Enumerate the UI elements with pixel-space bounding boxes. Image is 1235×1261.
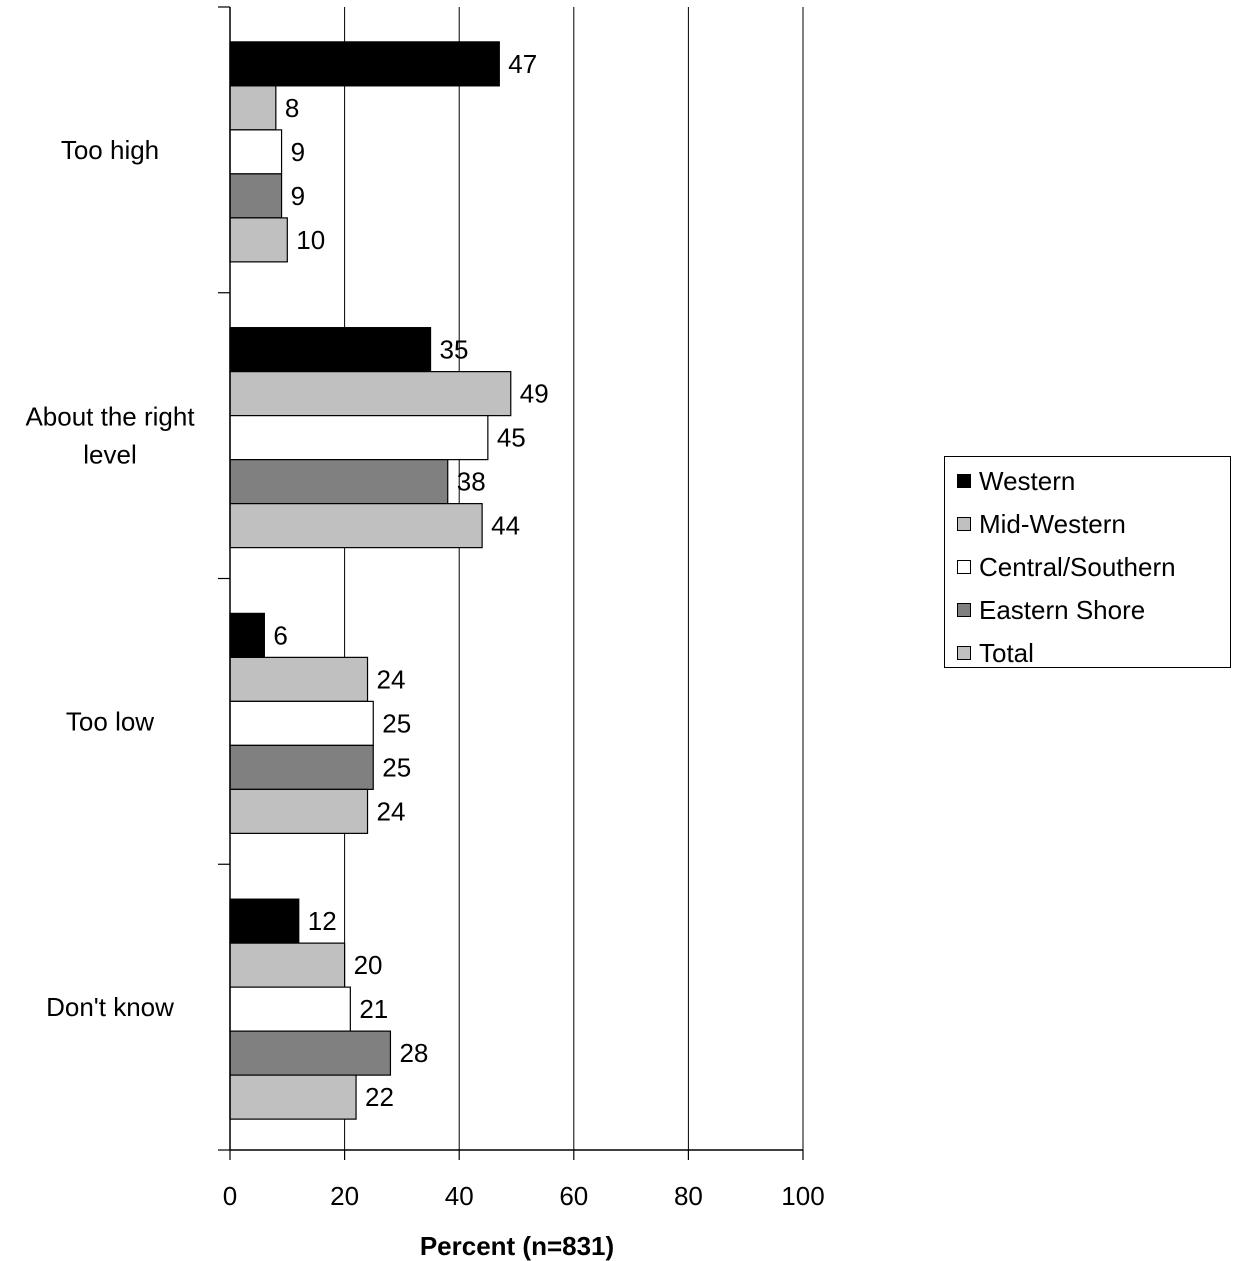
x-tick-label: 60 (559, 1181, 588, 1211)
category-label: Too high (61, 135, 159, 165)
x-tick-label: 20 (330, 1181, 359, 1211)
bar-eastern-shore (229, 459, 449, 505)
legend-swatch (957, 646, 971, 660)
legend-swatch (957, 603, 971, 617)
data-label: 24 (377, 796, 406, 826)
legend-label: Eastern Shore (979, 594, 1146, 625)
x-tick-label: 80 (674, 1181, 703, 1211)
bar-central-southern (229, 415, 489, 461)
data-label: 38 (457, 467, 486, 497)
legend-item: Mid-Western (957, 509, 1126, 539)
bars (229, 41, 512, 1120)
data-label: 21 (359, 994, 388, 1024)
data-label: 8 (285, 93, 299, 123)
axes (218, 6, 804, 1160)
bar-eastern-shore (229, 1030, 392, 1076)
bar-mid-western (229, 371, 512, 417)
bar-total (229, 788, 369, 834)
legend-item: Eastern Shore (957, 595, 1145, 625)
bar-western (229, 327, 432, 373)
data-label: 35 (440, 335, 469, 365)
bar-mid-western (229, 942, 346, 988)
legend-label: Western (979, 465, 1076, 496)
bar-mid-western (229, 85, 277, 131)
legend-label: Total (979, 637, 1034, 668)
bar-western (229, 612, 265, 658)
legend-item: Total (957, 638, 1034, 668)
bar-total (229, 503, 483, 549)
data-label: 49 (520, 379, 549, 409)
data-label: 24 (377, 664, 406, 694)
data-label: 28 (399, 1038, 428, 1068)
data-label: 44 (491, 511, 520, 541)
bar-total (229, 1074, 357, 1120)
gridlines (344, 7, 804, 1150)
bar-eastern-shore (229, 173, 283, 219)
bar-western (229, 41, 500, 87)
data-label: 45 (497, 423, 526, 453)
data-label: 25 (382, 752, 411, 782)
bar-mid-western (229, 656, 369, 702)
data-label: 22 (365, 1082, 394, 1112)
x-axis-label: Percent (n=831) (420, 1231, 614, 1261)
category-label: Too low (66, 706, 154, 736)
category-label: Don't know (46, 992, 174, 1022)
data-label: 12 (308, 906, 337, 936)
data-label: 25 (382, 708, 411, 738)
category-labels: Too high About the right level Too low Don't… (25, 135, 195, 1022)
bar-total (229, 217, 288, 263)
bar-central-southern (229, 129, 283, 175)
legend-swatch (957, 474, 971, 488)
legend-swatch (957, 517, 971, 531)
legend-item: Central/Southern (957, 552, 1176, 582)
data-label: 20 (354, 950, 383, 980)
data-label: 6 (273, 620, 287, 650)
bar-central-southern (229, 700, 374, 746)
data-label: 47 (508, 49, 537, 79)
x-tick-labels: 0 20 40 60 80 100 (223, 1181, 825, 1211)
legend-swatch (957, 560, 971, 574)
x-tick-label: 100 (781, 1181, 824, 1211)
legend-item: Western (957, 466, 1075, 496)
data-label: 9 (291, 137, 305, 167)
x-tick-label: 0 (223, 1181, 237, 1211)
data-label: 10 (296, 225, 325, 255)
bar-western (229, 898, 300, 944)
bar-eastern-shore (229, 744, 374, 790)
legend: Western Mid-Western Central/Southern Easter… (944, 456, 1231, 668)
legend-label: Mid-Western (979, 508, 1126, 539)
category-label: About the right level (25, 402, 195, 470)
x-tick-label: 40 (445, 1181, 474, 1211)
data-label: 9 (291, 181, 305, 211)
legend-label: Central/Southern (979, 551, 1176, 582)
bar-central-southern (229, 986, 351, 1032)
